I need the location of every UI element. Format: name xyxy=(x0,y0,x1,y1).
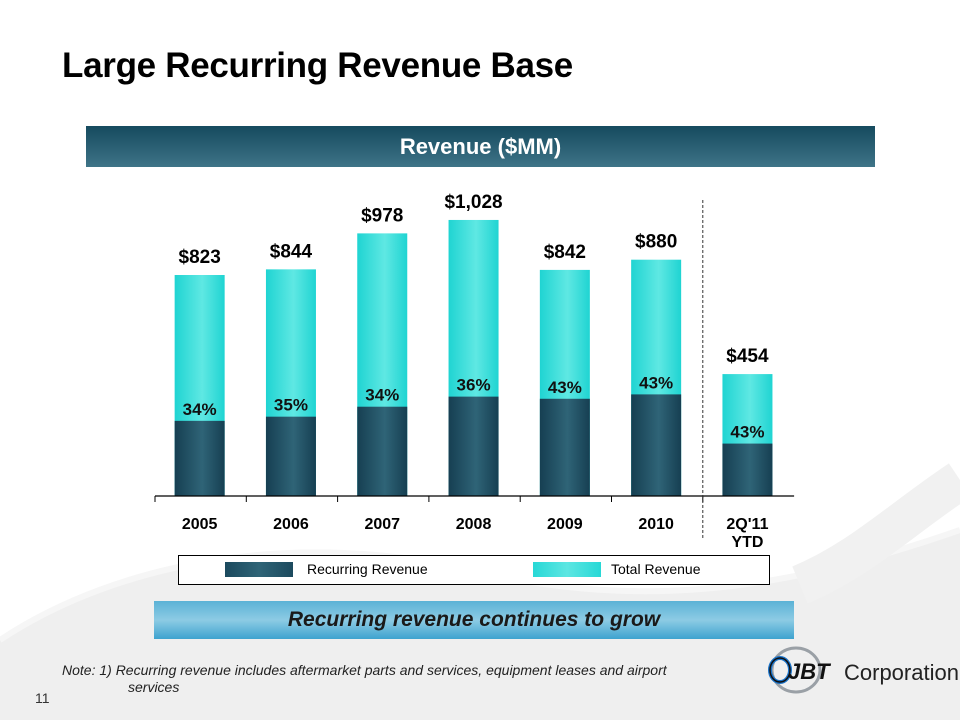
bar-recurring xyxy=(357,406,408,496)
data-label-percent: 43% xyxy=(548,378,582,397)
legend-label-total: Total Revenue xyxy=(611,561,701,577)
jbt-logo: JBT Corporation xyxy=(766,646,959,698)
data-label-percent: 34% xyxy=(365,386,399,405)
x-tick-label: YTD xyxy=(731,534,763,551)
callout-banner: Recurring revenue continues to grow xyxy=(154,601,794,639)
logo-mark-text: JBT xyxy=(788,659,831,684)
footnote-line-1: Note: 1) Recurring revenue includes afte… xyxy=(62,662,667,678)
legend-swatch-total xyxy=(533,562,601,577)
x-tick-label: 2008 xyxy=(456,516,492,533)
footnote-line-2: services xyxy=(128,679,180,695)
data-label-total: $454 xyxy=(726,346,769,367)
logo-text: Corporation xyxy=(844,660,959,685)
footnote: Note: 1) Recurring revenue includes afte… xyxy=(62,662,667,696)
data-label-percent: 36% xyxy=(457,376,491,395)
data-label-total: $880 xyxy=(635,232,677,253)
slide-title: Large Recurring Revenue Base xyxy=(62,46,573,85)
bar-recurring xyxy=(265,416,316,496)
x-tick-label: 2005 xyxy=(182,516,218,533)
chart-legend: Recurring Revenue Total Revenue xyxy=(178,555,770,585)
legend-swatch-recurring xyxy=(225,562,293,577)
data-label-percent: 35% xyxy=(274,396,308,415)
chart-title: Revenue ($MM) xyxy=(86,126,875,167)
data-label-total: $978 xyxy=(361,205,403,226)
data-label-percent: 43% xyxy=(730,423,764,442)
page-number: 11 xyxy=(35,690,50,706)
x-tick-label: 2Q'11 xyxy=(726,516,768,533)
x-tick-label: 2007 xyxy=(364,516,400,533)
x-tick-label: 2006 xyxy=(273,516,309,533)
data-label-total: $823 xyxy=(179,247,221,268)
bar-recurring xyxy=(539,398,590,496)
x-tick-label: 2009 xyxy=(547,516,583,533)
bar-recurring xyxy=(722,443,773,496)
bar-recurring xyxy=(174,420,225,496)
data-label-total: $1,028 xyxy=(444,192,502,213)
data-label-total: $842 xyxy=(544,242,586,263)
legend-label-recurring: Recurring Revenue xyxy=(307,561,428,577)
bar-recurring xyxy=(631,394,682,496)
x-tick-label: 2010 xyxy=(638,516,674,533)
data-label-percent: 43% xyxy=(639,373,673,392)
jbt-logo-icon: JBT xyxy=(768,646,831,694)
data-label-percent: 34% xyxy=(183,400,217,419)
data-label-total: $844 xyxy=(270,241,313,262)
bar-recurring xyxy=(448,396,499,496)
